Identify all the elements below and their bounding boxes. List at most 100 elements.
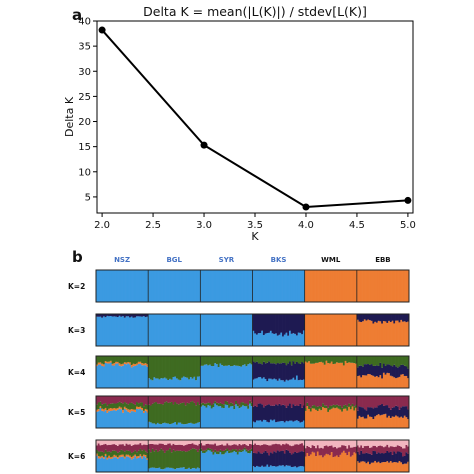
admixture-bar [122,450,125,455]
admixture-bar [203,356,206,365]
admixture-bar [240,270,243,302]
admixture-bar [285,465,288,472]
admixture-bar [276,450,279,467]
admixture-bar [102,409,106,412]
admixture-bar [184,469,187,472]
admixture-bar [398,461,401,472]
admixture-bar [304,440,307,449]
admixture-bar [360,356,363,366]
admixture-bar [179,403,182,423]
admixture-bar [209,450,212,472]
admixture-bar [245,366,248,388]
admixture-bar [139,314,142,317]
admixture-bar [384,440,387,447]
admixture-bar [370,396,373,408]
admixture-bar [289,403,292,421]
admixture-bar [268,378,271,388]
admixture-bar [396,445,399,452]
admixture-bar [257,377,260,388]
admixture-bar [243,443,246,448]
admixture-bar [365,418,368,428]
admixture-bar [379,440,382,446]
admixture-bar [382,320,386,346]
admixture-bar [217,356,220,368]
admixture-bar [332,407,335,428]
admixture-bar [261,378,264,388]
admixture-bar [341,445,344,453]
admixture-bar [127,456,130,472]
admixture-bar [163,377,166,388]
admixture-bar [174,314,177,346]
admixture-bar [146,366,149,388]
admixture-bar [104,407,107,411]
admixture-bar [402,321,405,346]
x-tick-label: 2.0 [94,220,110,231]
admixture-bar [393,462,396,472]
admixture-bar [102,316,106,346]
admixture-bar [275,452,278,467]
admixture-bar [292,445,295,454]
admixture-bar [316,445,319,452]
admixture-bar [101,410,104,428]
admixture-bar [212,444,215,452]
admixture-bar [151,467,154,472]
admixture-bar [297,363,300,381]
admixture-bar [381,453,384,463]
admixture-bar [313,363,316,388]
admixture-bar [403,463,406,472]
admixture-bar [169,467,172,472]
admixture-bar [125,403,128,409]
admixture-bar [135,363,139,366]
admixture-bar [275,404,278,423]
panel-a-axes [96,20,414,214]
admixture-bar [240,452,243,472]
admixture-bar [269,440,272,446]
admixture-bar [189,270,192,302]
admixture-bar [282,362,285,381]
admixture-bar [269,363,272,379]
admixture-bar [249,356,252,364]
admixture-bar [101,457,104,472]
admixture-bar [276,270,279,302]
admixture-bar [195,423,198,428]
admixture-bar [255,453,259,466]
admixture-bar [175,403,179,425]
admixture-bar [250,356,253,365]
admixture-bar [181,396,184,403]
admixture-bar [224,396,227,401]
admixture-bar [264,270,267,302]
admixture-bar [209,448,212,451]
admixture-bar [386,444,389,451]
admixture-bar [391,270,394,302]
admixture-bar [393,364,396,378]
admixture-bar [127,356,130,362]
admixture-bar [205,270,208,302]
admixture-bar [205,443,208,450]
admixture-bar [391,446,394,455]
structure-row: K=5 [68,395,410,429]
admixture-bar [367,314,370,320]
admixture-bar [104,410,107,428]
admixture-bar [123,396,126,403]
admixture-bar [111,403,114,409]
admixture-bar [309,454,312,472]
admixture-bar [313,452,316,472]
admixture-bar [130,411,133,428]
admixture-bar [325,453,328,472]
admixture-bar [362,447,365,454]
admixture-bar [115,363,118,388]
admixture-bar [175,450,179,469]
admixture-bar [195,449,198,469]
admixture-bar [261,453,264,466]
admixture-bar [203,440,206,446]
admixture-bar [304,410,307,428]
admixture-bar [108,363,111,388]
admixture-bar [309,407,312,412]
admixture-bar [101,440,104,446]
admixture-bar [255,396,259,407]
admixture-bar [257,440,260,445]
admixture-bar [179,314,182,346]
admixture-bar [407,368,410,379]
admixture-bar [295,467,299,472]
admixture-bar [193,314,196,346]
